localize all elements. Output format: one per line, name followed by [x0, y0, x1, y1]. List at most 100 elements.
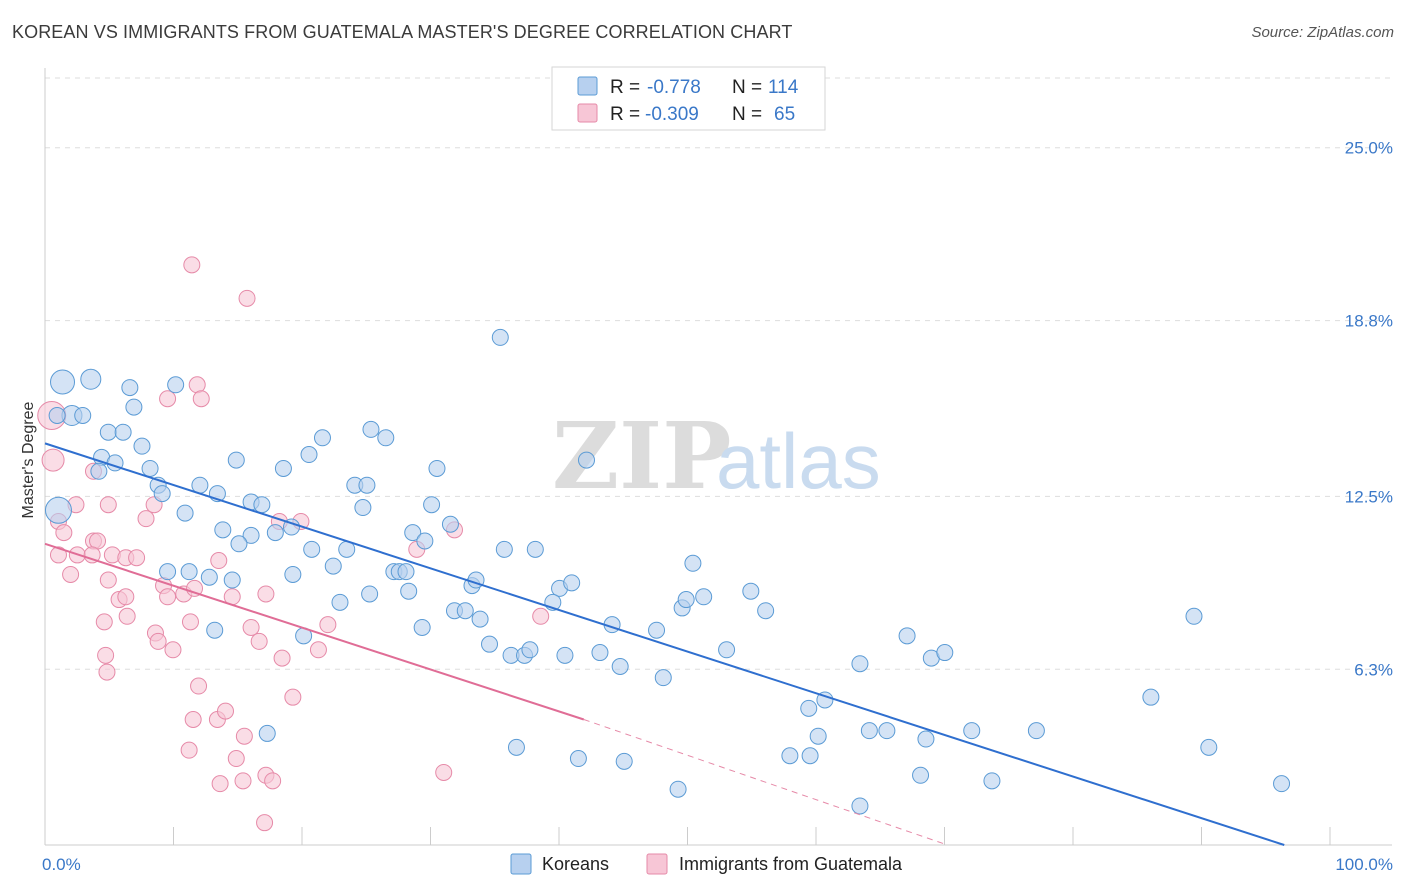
korean-point — [983, 772, 1001, 790]
korean-point — [491, 328, 509, 346]
legend-n-label: N = — [732, 77, 762, 98]
korean-point — [180, 563, 198, 581]
legend-r-label: R = — [610, 77, 640, 98]
korean-point — [860, 722, 878, 740]
guatemala-point — [99, 571, 117, 589]
y-tick-label: 6.3% — [1354, 660, 1393, 679]
trend-line-guatemala-extension — [583, 719, 948, 846]
korean-point — [809, 727, 827, 745]
korean-point — [677, 591, 695, 609]
korean-point — [718, 641, 736, 659]
korean-point — [358, 476, 376, 494]
korean-point — [44, 496, 72, 524]
korean-point — [242, 526, 260, 544]
korean-point — [283, 518, 301, 536]
guatemala-point — [181, 613, 199, 631]
bottom-legend: Koreans Immigrants from Guatemala — [510, 853, 903, 875]
watermark-zip: ZIP — [552, 402, 731, 510]
korean-point — [354, 499, 372, 517]
guatemala-point — [83, 546, 101, 564]
guatemala-point — [250, 632, 268, 650]
source-note: Source: ZipAtlas.com — [1251, 24, 1394, 41]
guatemala-point — [319, 616, 337, 634]
watermark-atlas: atlas — [716, 417, 881, 505]
korean-point — [50, 369, 76, 395]
korean-point — [413, 618, 431, 636]
guatemala-point — [41, 448, 65, 472]
guatemala-point — [435, 763, 453, 781]
korean-point — [654, 669, 672, 687]
guatemala-point — [62, 565, 80, 583]
guatemala-point — [149, 632, 167, 650]
y-tick-label: 25.0% — [1345, 139, 1393, 158]
guatemala-point — [210, 552, 228, 570]
guatemala-point — [159, 588, 177, 606]
x-tick-label: 100.0% — [1335, 855, 1393, 874]
korean-point — [1273, 775, 1291, 793]
korean-point — [74, 406, 92, 424]
korean-point — [223, 571, 241, 589]
korean-point — [898, 627, 916, 645]
y-axis-label: Master's Degree — [20, 401, 37, 518]
korean-point — [556, 646, 574, 664]
korean-point — [878, 722, 896, 740]
guatemala-point — [273, 649, 291, 667]
korean-point — [274, 459, 292, 477]
legend-n-value-koreans: 114 — [768, 77, 799, 98]
guatemala-point — [235, 727, 253, 745]
bottom-legend-guatemala: Immigrants from Guatemala — [679, 854, 903, 874]
x-tick-label: 0.0% — [42, 855, 81, 874]
korean-point — [258, 724, 276, 742]
korean-point — [521, 641, 539, 659]
korean-point — [801, 747, 819, 765]
korean-point — [266, 524, 284, 542]
legend-swatch-koreans — [577, 76, 598, 96]
korean-point — [1027, 722, 1045, 740]
korean-point — [648, 621, 666, 639]
legend-n-label: N = — [732, 104, 762, 125]
korean-point — [200, 568, 218, 586]
guatemala-point — [180, 741, 198, 759]
trend-line-guatemala — [44, 542, 585, 721]
korean-point — [917, 730, 935, 748]
watermark: ZIP atlas — [552, 402, 881, 510]
guatemala-point — [49, 546, 67, 564]
guatemala-point — [183, 256, 201, 274]
guatemala-point — [186, 579, 204, 597]
guatemala-point — [192, 390, 210, 408]
bottom-legend-swatch-guatemala — [646, 853, 668, 875]
korean-point — [141, 459, 159, 477]
guatemala-point — [234, 772, 252, 790]
korean-point — [99, 423, 117, 441]
guatemala-point — [128, 549, 146, 567]
legend-r-value-guatemala: -0.309 — [645, 104, 699, 125]
korean-point — [615, 752, 633, 770]
guatemala-point — [227, 750, 245, 768]
korean-point — [167, 376, 185, 394]
korean-point — [471, 610, 489, 628]
bottom-legend-swatch-koreans — [510, 853, 532, 875]
y-tick-label: 12.5% — [1345, 487, 1393, 506]
guatemala-point — [284, 688, 302, 706]
korean-point — [361, 585, 379, 603]
korean-point — [331, 593, 349, 611]
guatemala-point — [309, 641, 327, 659]
guatemala-point — [264, 772, 282, 790]
korean-point — [591, 644, 609, 662]
korean-point — [781, 747, 799, 765]
korean-point — [563, 574, 581, 592]
guatemala-point — [99, 496, 117, 514]
korean-point — [400, 582, 418, 600]
korean-point — [577, 451, 595, 469]
korean-point — [526, 540, 544, 558]
legend-r-value-koreans: -0.778 — [647, 77, 701, 98]
korean-point — [377, 429, 395, 447]
korean-point — [611, 657, 629, 675]
guatemala-point — [97, 646, 115, 664]
legend-r-label: R = — [610, 104, 640, 125]
guatemala-point — [159, 390, 177, 408]
korean-point — [362, 420, 380, 438]
korean-point — [1142, 688, 1160, 706]
korean-point — [695, 588, 713, 606]
korean-point — [684, 554, 702, 572]
